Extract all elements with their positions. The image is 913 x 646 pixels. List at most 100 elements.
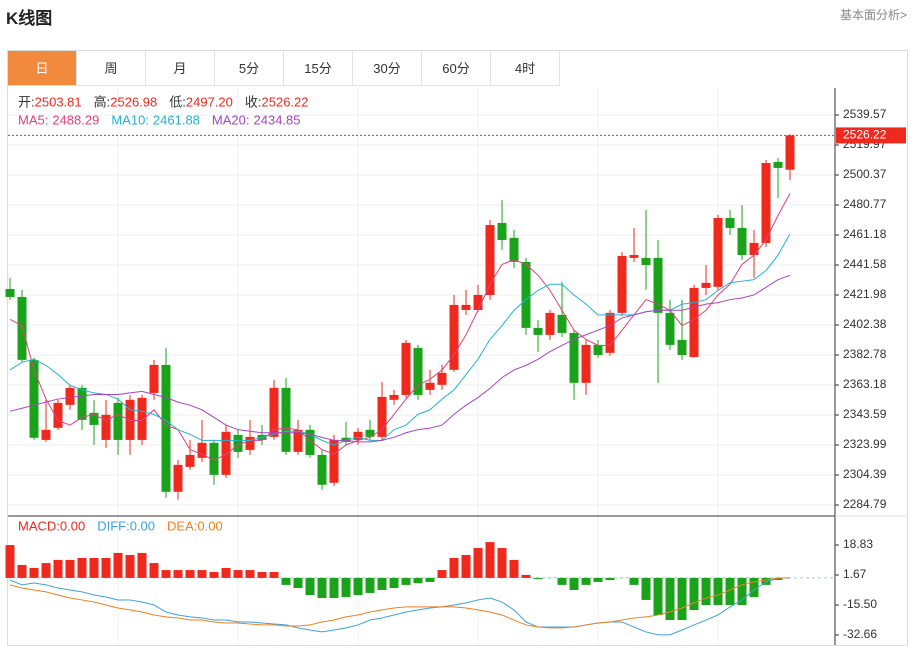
macd-bar — [725, 577, 735, 606]
macd-bar — [65, 559, 75, 578]
candle-body — [173, 464, 183, 492]
macd-bar — [221, 567, 231, 578]
candle-body — [5, 288, 15, 297]
ma-line — [9, 274, 791, 443]
candle-body — [389, 394, 399, 400]
y-tick-label: 2343.59 — [843, 407, 887, 421]
candle-body — [605, 312, 615, 353]
y-tick-label: 1.67 — [843, 567, 867, 581]
macd-line — [9, 577, 791, 636]
macd-bar — [533, 577, 543, 579]
candle-body — [593, 344, 603, 355]
macd-bar — [569, 577, 579, 590]
macd-bar — [293, 577, 303, 589]
macd-bar — [641, 577, 651, 600]
candle-body — [725, 217, 735, 228]
y-tick-label: 2441.58 — [843, 257, 887, 271]
macd-bar — [437, 570, 447, 578]
period-tab[interactable]: 4时 — [491, 51, 560, 86]
macd-bar — [149, 563, 159, 578]
macd-bar — [737, 577, 747, 606]
readout-label: 低: — [169, 94, 186, 109]
candle-body — [785, 135, 795, 170]
candle-body — [89, 412, 99, 425]
macd-bar — [461, 555, 471, 578]
candle-body — [329, 439, 339, 483]
y-tick-label: 2304.39 — [843, 467, 887, 481]
macd-bar — [629, 577, 639, 585]
candle-body — [677, 339, 687, 355]
readout-value: 2503.81 — [35, 94, 82, 109]
macd-bar — [161, 570, 171, 578]
candle-body — [653, 257, 663, 313]
macd-bar — [701, 577, 711, 606]
period-tab[interactable]: 月 — [146, 51, 215, 86]
candle-body — [641, 257, 651, 265]
macd-bar — [389, 577, 399, 589]
period-tab[interactable]: 15分 — [284, 51, 353, 86]
y-tick-label: 2363.18 — [843, 377, 887, 391]
candle-body — [53, 402, 63, 428]
candle-body — [689, 287, 699, 357]
legend-label: MA5: — [18, 112, 48, 127]
y-tick-label: 2323.99 — [843, 437, 887, 451]
candle-body — [449, 304, 459, 370]
period-tab[interactable]: 5分 — [215, 51, 284, 86]
macd-bar — [233, 570, 243, 578]
macd-bar — [365, 577, 375, 593]
period-tab[interactable]: 60分 — [422, 51, 491, 86]
macd-bar — [29, 567, 39, 578]
y-tick-label: 2402.38 — [843, 317, 887, 331]
readout-value: 2497.20 — [186, 94, 233, 109]
period-tabs: 日周月 5分 15分 30分 60分 4时 — [8, 51, 560, 86]
macd-bar — [341, 577, 351, 597]
macd-bar — [77, 557, 87, 578]
candle-body — [761, 163, 771, 243]
candle-body — [557, 314, 567, 333]
macd-bar — [557, 577, 567, 585]
y-tick-label: -15.50 — [843, 597, 877, 611]
candle-body — [533, 327, 543, 335]
candle-body — [353, 431, 363, 440]
fundamental-link[interactable]: 基本面分析> — [839, 8, 907, 22]
period-tab[interactable]: 周 — [77, 51, 146, 86]
y-tick-label: -32.66 — [843, 627, 877, 641]
macd-bar — [653, 577, 663, 615]
candle-body — [101, 414, 111, 440]
macd-bar — [5, 545, 15, 578]
macd-bar — [305, 577, 315, 596]
legend-value: 2461.88 — [153, 112, 200, 127]
macd-bar — [173, 570, 183, 578]
macd-bar — [485, 542, 495, 578]
macd-bar — [377, 577, 387, 590]
candle-body — [701, 282, 711, 288]
period-tab[interactable]: 30分 — [353, 51, 422, 86]
legend-value: 2488.29 — [52, 112, 99, 127]
y-tick-label: 18.83 — [843, 537, 873, 551]
macd-bar — [581, 577, 591, 585]
macd-bar — [761, 577, 771, 585]
macd-bar — [605, 577, 615, 581]
candle-body — [629, 255, 639, 258]
candle-body — [17, 296, 27, 360]
legend-value: 0.00 — [60, 518, 85, 533]
period-tab[interactable]: 日 — [8, 51, 77, 86]
macd-bar — [425, 577, 435, 582]
macd-line — [9, 577, 791, 629]
readout-label: 开: — [18, 94, 35, 109]
macd-bar — [521, 574, 531, 578]
candle-body — [149, 364, 159, 393]
macd-bar — [113, 552, 123, 578]
legend-label: DIFF: — [97, 518, 130, 533]
y-tick-label: 2539.57 — [843, 107, 887, 121]
macd-bar — [509, 559, 519, 578]
macd-bar — [41, 563, 51, 578]
y-tick-label: 2382.78 — [843, 347, 887, 361]
legend-value: 0.00 — [197, 518, 222, 533]
legend-label: MACD: — [18, 518, 60, 533]
legend-label: DEA: — [167, 518, 197, 533]
candle-body — [305, 429, 315, 455]
candle-body — [161, 364, 171, 492]
candle-body — [341, 437, 351, 442]
